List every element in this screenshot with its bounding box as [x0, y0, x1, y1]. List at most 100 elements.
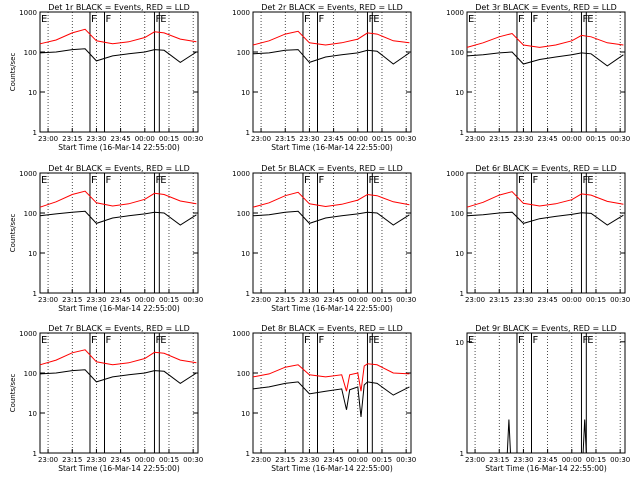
x-tick-label: 00:15 — [159, 296, 179, 304]
event-marker-label: E — [373, 14, 379, 25]
x-tick-label: 23:30 — [86, 456, 106, 464]
x-tick-label: 00:30 — [183, 456, 203, 464]
x-tick-label: 00:30 — [396, 135, 416, 143]
event-marker-label: E — [587, 175, 593, 186]
series-line-events — [466, 51, 624, 67]
x-tick-label: 00:30 — [396, 456, 416, 464]
x-tick-label: 00:30 — [610, 456, 630, 464]
y-tick-label: 10 — [28, 410, 37, 418]
y-tick-label: 100 — [237, 210, 250, 218]
y-tick-label: 1000 — [446, 9, 464, 17]
event-marker-label: F — [518, 14, 524, 25]
y-tick-label: 1000 — [232, 170, 250, 178]
event-marker-label: E — [41, 14, 47, 25]
chart-title: Det 5r BLACK = Events, RED = LLD — [261, 164, 403, 173]
series-line-events — [39, 369, 197, 385]
x-tick-label: 00:30 — [183, 135, 203, 143]
x-tick-label: 00:00 — [562, 456, 582, 464]
x-tick-label: 23:30 — [513, 135, 533, 143]
series-line-events — [252, 210, 410, 226]
y-tick-label: 100 — [451, 49, 464, 57]
x-tick-label: 00:15 — [372, 456, 392, 464]
event-marker-label: E — [468, 14, 474, 25]
x-axis-label: Start Time (16-Mar-14 22:55:00) — [271, 143, 393, 152]
event-marker-label: F — [105, 335, 111, 346]
x-tick-label: 23:15 — [275, 135, 295, 143]
x-tick-label: 00:15 — [586, 456, 606, 464]
event-marker-label: E — [373, 335, 379, 346]
x-tick-label: 00:15 — [586, 296, 606, 304]
series-line-lld — [252, 363, 410, 392]
x-tick-label: 00:15 — [159, 456, 179, 464]
x-tick-label: 23:30 — [513, 296, 533, 304]
y-tick-label: 10 — [28, 89, 37, 97]
plot-frame — [466, 332, 626, 454]
x-axis-label: Start Time (16-Mar-14 22:55:00) — [485, 464, 607, 473]
y-axis-label: Counts/sec — [9, 53, 17, 92]
event-marker-label: F — [318, 175, 324, 186]
event-marker-label: F — [582, 175, 588, 186]
event-marker-label: E — [41, 335, 47, 346]
x-tick-label: 00:30 — [396, 296, 416, 304]
x-tick-label: 00:15 — [586, 135, 606, 143]
event-marker-label: E — [160, 175, 166, 186]
plot-frame — [39, 11, 199, 133]
chart-panel-4: Det 4r BLACK = Events, RED = LLD 1 10 100 10… — [9, 164, 203, 313]
chart-panel-7: Det 7r BLACK = Events, RED = LLD 1 10 100 10… — [9, 324, 203, 473]
event-marker-label: F — [518, 335, 524, 346]
x-tick-label: 23:30 — [299, 135, 319, 143]
event-marker-label: F — [304, 14, 310, 25]
event-marker-label: E — [373, 175, 379, 186]
y-tick-label: 1 — [246, 450, 250, 458]
chart-panel-3: Det 3r BLACK = Events, RED = LLD 1 10 100 10… — [446, 3, 630, 143]
y-tick-label: 10 — [241, 89, 250, 97]
x-tick-label: 23:15 — [489, 296, 509, 304]
x-tick-label: 23:00 — [38, 135, 58, 143]
x-tick-label: 23:15 — [489, 135, 509, 143]
event-marker-label: F — [582, 14, 588, 25]
event-marker-label: F — [318, 335, 324, 346]
x-axis-label: Start Time (16-Mar-14 22:55:00) — [271, 464, 393, 473]
x-tick-label: 23:45 — [538, 296, 558, 304]
chart-title: Det 4r BLACK = Events, RED = LLD — [48, 164, 190, 173]
event-marker-label: F — [582, 335, 588, 346]
y-tick-label: 10 — [455, 250, 464, 258]
series-line-lld — [39, 190, 197, 208]
chart-panel-5: Det 5r BLACK = Events, RED = LLD 1 10 100 10… — [232, 164, 416, 313]
y-tick-label: 10 — [28, 250, 37, 258]
y-tick-label: 10 — [455, 89, 464, 97]
event-marker-label: F — [318, 14, 324, 25]
series-line-events — [252, 49, 410, 65]
series-line-lld — [466, 32, 624, 48]
y-tick-label: 1 — [246, 290, 250, 298]
series-line-lld — [466, 191, 624, 208]
event-marker-label: F — [532, 14, 538, 25]
event-marker-label: E — [587, 335, 593, 346]
y-axis-label: Counts/sec — [9, 214, 17, 253]
y-tick-label: 1 — [33, 450, 37, 458]
x-tick-label: 00:30 — [610, 296, 630, 304]
x-tick-label: 23:00 — [465, 296, 485, 304]
chart-panel-8: Det 8r BLACK = Events, RED = LLD 1 10 100 10… — [232, 324, 416, 473]
y-tick-label: 100 — [451, 210, 464, 218]
event-marker-label: F — [304, 175, 310, 186]
y-tick-label: 1 — [33, 129, 37, 137]
event-marker-label: F — [91, 14, 97, 25]
x-tick-label: 23:15 — [62, 135, 82, 143]
y-tick-label: 100 — [237, 49, 250, 57]
x-tick-label: 23:30 — [513, 456, 533, 464]
y-tick-label: 1 — [460, 450, 464, 458]
x-tick-label: 23:15 — [62, 456, 82, 464]
series-line-lld — [252, 30, 410, 46]
chart-title: Det 9r BLACK = Events, RED = LLD — [475, 324, 617, 333]
chart-title: Det 2r BLACK = Events, RED = LLD — [261, 3, 403, 12]
plot-frame — [39, 172, 199, 294]
x-tick-label: 00:15 — [372, 135, 392, 143]
series-line-lld — [39, 28, 197, 45]
y-tick-label: 1000 — [19, 330, 37, 338]
x-axis-label: Start Time (16-Mar-14 22:55:00) — [271, 304, 393, 313]
chart-title: Det 6r BLACK = Events, RED = LLD — [475, 164, 617, 173]
y-tick-label: 1000 — [232, 330, 250, 338]
chart-panel-1: Det 1r BLACK = Events, RED = LLD 1 10 100 10… — [9, 3, 203, 152]
